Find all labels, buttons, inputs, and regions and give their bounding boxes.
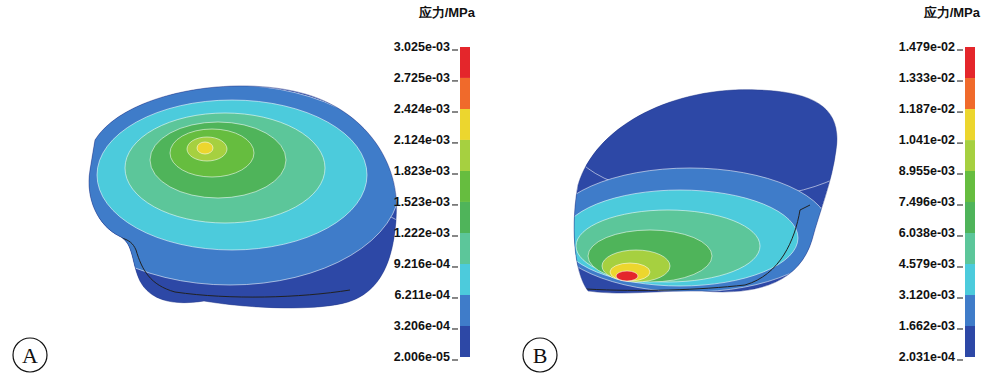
colorbar-tick-label: 3.120e-03 [899, 288, 955, 302]
contour-region [576, 210, 760, 282]
colorbar-tick [957, 205, 963, 206]
colorbar-tick-label: 2.031e-04 [899, 350, 955, 364]
colorbar-band [965, 233, 975, 264]
colorbar-tick-label: 2.006e-05 [394, 350, 450, 364]
stress-map [55, 85, 435, 340]
colorbar-tick [957, 235, 963, 236]
edge-line [586, 205, 810, 290]
contour-region [588, 230, 712, 282]
colorbar-tick [452, 360, 458, 361]
panel: 应力/MPa 3.025e-03 2.725e-03 2.424e-03 2.124e-… [13, 5, 476, 372]
colorbar-title: 应力/MPa [923, 5, 981, 20]
model-outline [574, 90, 837, 293]
colorbar-tick [957, 143, 963, 144]
colorbar-band [965, 295, 975, 326]
contour-region [125, 113, 325, 223]
colorbar-tick [452, 266, 458, 267]
colorbar-tick-label: 4.579e-03 [899, 257, 955, 271]
colorbar-tick-label: 3.206e-04 [394, 319, 450, 333]
colorbar-tick [957, 267, 963, 268]
colorbar-tick-label: 2.725e-03 [394, 71, 450, 85]
contour-region [197, 142, 213, 154]
colorbar-tick-label: 6.211e-04 [394, 288, 450, 302]
colorbar-band [965, 78, 975, 109]
colorbar-band [965, 264, 975, 295]
colorbar-tick [957, 298, 963, 299]
colorbar-tick-label: 2.424e-03 [394, 102, 450, 116]
stress-map [550, 80, 870, 293]
colorbar-tick-label: 3.025e-03 [394, 40, 450, 54]
colorbar-tick-label: 1.187e-02 [899, 102, 955, 116]
colorbar-band [460, 326, 470, 357]
panel-label: A [22, 343, 38, 368]
colorbar-tick [957, 174, 963, 175]
colorbar-tick [452, 328, 458, 329]
colorbar-tick-label: 1.523e-03 [394, 195, 450, 209]
colorbar-band [965, 47, 975, 78]
panel: 应力/MPa 1.479e-02 1.333e-02 1.187e-02 1.041e-… [523, 5, 981, 372]
contour-region [150, 122, 286, 198]
colorbar-tick [452, 204, 458, 205]
colorbar-band [965, 326, 975, 357]
colorbar-band [460, 202, 470, 233]
colorbar-band [460, 171, 470, 202]
colorbar-tick-label: 2.124e-03 [394, 133, 450, 147]
colorbar-band [965, 109, 975, 140]
colorbar-tick-label: 1.479e-02 [899, 40, 955, 54]
contour-region [602, 250, 670, 282]
colorbar-tick [452, 174, 458, 175]
colorbar-band [460, 47, 470, 78]
colorbar-band [965, 171, 975, 202]
colorbar-tick [957, 112, 963, 113]
contour-region [610, 263, 650, 281]
colorbar-tick [452, 112, 458, 113]
contour-region [562, 190, 798, 286]
model-outline [89, 86, 397, 308]
colorbar-tick [957, 50, 963, 51]
colorbar-band [965, 202, 975, 233]
colorbar-tick [452, 50, 458, 51]
colorbar-tick-label: 1.662e-03 [899, 319, 955, 333]
contour-region [550, 168, 830, 292]
panel-label: B [533, 343, 548, 368]
colorbar-tick-label: 7.496e-03 [899, 195, 955, 209]
colorbar-band [460, 140, 470, 171]
colorbar-tick [452, 80, 458, 81]
contour-region [616, 271, 638, 281]
contour-region [187, 137, 227, 161]
colorbar-tick-label: 1.333e-02 [899, 71, 955, 85]
colorbar-tick [452, 297, 458, 298]
colorbar-tick [957, 360, 963, 361]
panel-label-circle [13, 338, 47, 372]
colorbar-tick-label: 8.955e-03 [899, 164, 955, 178]
colorbar-band [460, 233, 470, 264]
colorbar-tick-label: 6.038e-03 [899, 226, 955, 240]
colorbar-tick-label: 9.216e-04 [394, 257, 450, 271]
figure: 应力/MPa 3.025e-03 2.725e-03 2.424e-03 2.124e-… [0, 0, 986, 388]
colorbar-band [965, 140, 975, 171]
colorbar-tick [452, 142, 458, 143]
contour-region [170, 129, 254, 177]
panel-label-circle [523, 338, 557, 372]
colorbar-tick-label: 1.041e-02 [899, 133, 955, 147]
colorbar-band [460, 264, 470, 295]
colorbar-band [460, 109, 470, 140]
colorbar-tick [957, 81, 963, 82]
colorbar-title: 应力/MPa [418, 5, 476, 20]
colorbar-band [460, 78, 470, 109]
colorbar-tick-label: 1.222e-03 [394, 226, 450, 240]
contour-region [97, 100, 367, 250]
colorbar-tick-label: 1.823e-03 [394, 164, 450, 178]
colorbar-tick [957, 328, 963, 329]
colorbar-tick [452, 236, 458, 237]
colorbar-band [460, 295, 470, 326]
